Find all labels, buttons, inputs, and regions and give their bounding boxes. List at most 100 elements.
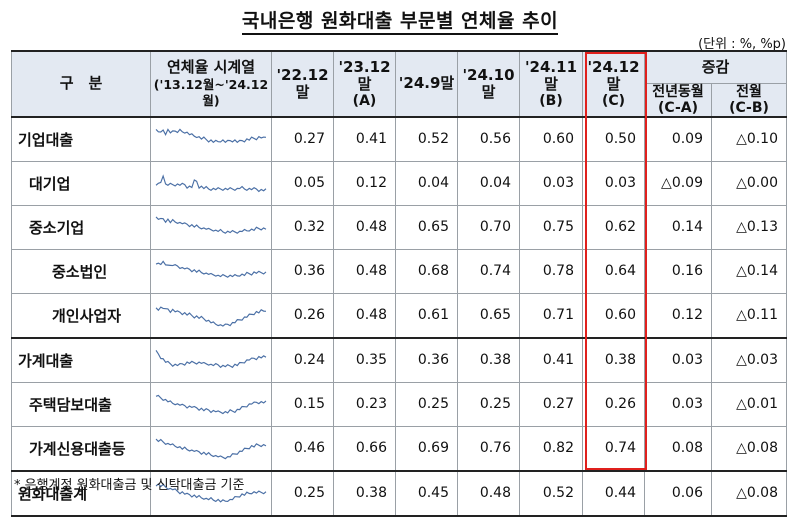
cell-value: 0.65 (395, 204, 458, 250)
page-title-text: 국내은행 원화대출 부문별 연체율 추이 (241, 10, 559, 35)
table-row: 주택담보대출 0.15 0.23 0.25 0.25 0.27 0.26 0.0… (11, 381, 788, 427)
cell-value: 0.35 (333, 336, 396, 383)
cell-value: 0.56 (457, 115, 520, 162)
header-change: 증감 (643, 50, 788, 84)
cell-value: 0.44 (582, 469, 645, 516)
row-label: 기업대출 (11, 115, 151, 162)
table-row: 대기업 0.05 0.12 0.04 0.04 0.03 0.03 △0.09 … (11, 160, 788, 206)
header-col-2412: '24.12말 (C) (582, 50, 645, 117)
cell-value: 0.27 (519, 381, 583, 427)
cell-value: 0.25 (457, 381, 520, 427)
cell-value: 0.32 (271, 204, 334, 250)
cell-value: 0.03 (644, 381, 712, 427)
header-series: 연체율 시계열 ('13.12월~'24.12월) (150, 50, 272, 117)
unit-label: (단위 : %, %p) (698, 37, 786, 52)
cell-value: 0.65 (457, 292, 520, 338)
cell-value: 0.25 (271, 469, 334, 516)
header-col-2410: '24.10말 (457, 50, 520, 117)
cell-value: 0.48 (333, 204, 396, 250)
table-row: 기업대출 0.27 0.41 0.52 0.56 0.60 0.50 0.09 … (11, 115, 788, 162)
cell-value: 0.50 (582, 115, 645, 162)
header-col-2411: '24.11말 (B) (519, 50, 583, 117)
cell-value: 0.61 (395, 292, 458, 338)
cell-value: 0.45 (395, 469, 458, 516)
cell-value: 0.69 (395, 425, 458, 471)
delinquency-table: 구 분 연체율 시계열 ('13.12월~'24.12월) '22.12말 '23… (11, 50, 788, 517)
cell-value: 0.05 (271, 160, 334, 206)
cell-value: 0.04 (395, 160, 458, 206)
sparkline (150, 115, 272, 162)
cell-value: 0.16 (644, 248, 712, 294)
cell-value: 0.38 (457, 336, 520, 383)
cell-value: 0.15 (271, 381, 334, 427)
cell-value: 0.12 (333, 160, 396, 206)
cell-value: 0.48 (457, 469, 520, 516)
table-row: 원화대출계 0.25 0.38 0.45 0.48 0.52 0.44 0.06… (11, 469, 788, 516)
cell-value: 0.03 (582, 160, 645, 206)
row-label: 중소기업 (11, 204, 151, 250)
header-mom: 전월 (C-B) (710, 82, 788, 117)
cell-value: 0.06 (644, 469, 712, 516)
sparkline (150, 160, 272, 206)
cell-value: 0.62 (582, 204, 645, 250)
footnote: * 은행계정 원화대출금 및 신탁대출금 기준 (14, 478, 245, 493)
cell-value: 0.38 (333, 469, 396, 516)
cell-value: 0.52 (395, 115, 458, 162)
cell-value: 0.27 (271, 115, 334, 162)
sparkline (150, 292, 272, 338)
header-yoy: 전년동월 (C-A) (644, 82, 712, 117)
row-label: 주택담보대출 (11, 381, 151, 427)
cell-value: 0.60 (582, 292, 645, 338)
cell-value: 0.75 (519, 204, 583, 250)
table-row: 중소법인 0.36 0.48 0.68 0.74 0.78 0.64 0.16 … (11, 248, 788, 294)
header-category: 구 분 (11, 50, 151, 117)
cell-value: 0.36 (271, 248, 334, 294)
cell-value: 0.25 (395, 381, 458, 427)
cell-value: 0.03 (644, 336, 712, 383)
header-col-2312: '23.12말 (A) (333, 50, 396, 117)
header-col-249: '24.9말 (395, 50, 458, 117)
cell-value: 0.48 (333, 248, 396, 294)
cell-value: △0.08 (710, 425, 788, 471)
row-label: 중소법인 (11, 248, 151, 294)
sparkline (150, 336, 272, 383)
cell-value: 0.60 (519, 115, 583, 162)
cell-value: 0.26 (271, 292, 334, 338)
cell-value: △0.14 (710, 248, 788, 294)
page-title: 국내은행 원화대출 부문별 연체율 추이 (0, 6, 800, 35)
cell-value: 0.71 (519, 292, 583, 338)
cell-value: 0.38 (582, 336, 645, 383)
cell-value: △0.08 (710, 469, 788, 516)
cell-value: △0.11 (710, 292, 788, 338)
cell-value: 0.78 (519, 248, 583, 294)
row-label: 가계대출 (11, 336, 151, 383)
cell-value: 0.41 (333, 115, 396, 162)
cell-value: 0.82 (519, 425, 583, 471)
table-row: 가계대출 0.24 0.35 0.36 0.38 0.41 0.38 0.03 … (11, 336, 788, 383)
cell-value: 0.52 (519, 469, 583, 516)
sparkline (150, 425, 272, 471)
cell-value: △0.00 (710, 160, 788, 206)
header-col-2212: '22.12말 (271, 50, 334, 117)
cell-value: 0.74 (457, 248, 520, 294)
cell-value: 0.26 (582, 381, 645, 427)
cell-value: 0.14 (644, 204, 712, 250)
cell-value: 0.12 (644, 292, 712, 338)
cell-value: 0.76 (457, 425, 520, 471)
cell-value: 0.48 (333, 292, 396, 338)
sparkline (150, 381, 272, 427)
cell-value: 0.64 (582, 248, 645, 294)
cell-value: 0.09 (644, 115, 712, 162)
cell-value: △0.01 (710, 381, 788, 427)
table-row: 개인사업자 0.26 0.48 0.61 0.65 0.71 0.60 0.12… (11, 292, 788, 338)
table-row: 가계신용대출등 0.46 0.66 0.69 0.76 0.82 0.74 0.… (11, 425, 788, 471)
cell-value: 0.08 (644, 425, 712, 471)
row-label: 가계신용대출등 (11, 425, 151, 471)
cell-value: △0.09 (644, 160, 712, 206)
cell-value: △0.03 (710, 336, 788, 383)
cell-value: 0.41 (519, 336, 583, 383)
cell-value: 0.04 (457, 160, 520, 206)
cell-value: 0.66 (333, 425, 396, 471)
cell-value: 0.46 (271, 425, 334, 471)
cell-value: 0.23 (333, 381, 396, 427)
